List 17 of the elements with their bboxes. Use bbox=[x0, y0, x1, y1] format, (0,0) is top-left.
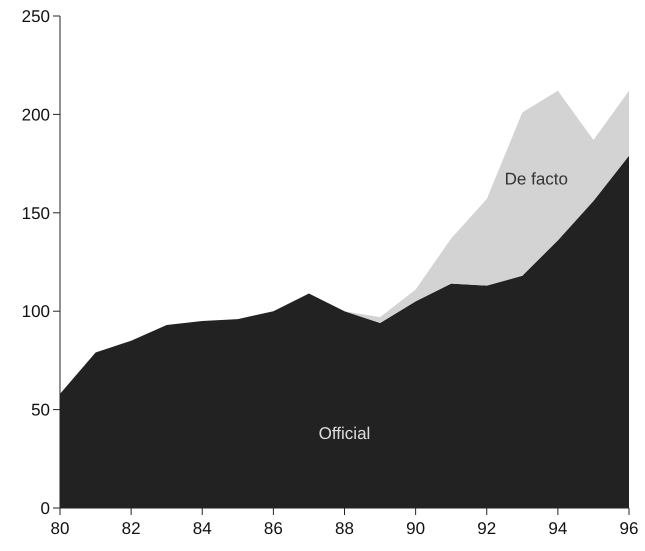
series-label: Official bbox=[318, 424, 370, 444]
x-tick-label: 86 bbox=[264, 519, 283, 538]
y-tick-label: 200 bbox=[22, 105, 50, 124]
x-tick-label: 94 bbox=[548, 519, 568, 538]
x-tick-label: 92 bbox=[477, 519, 496, 538]
y-tick-label: 150 bbox=[22, 204, 50, 223]
y-tick-label: 250 bbox=[22, 6, 50, 26]
y-tick-label: 0 bbox=[40, 498, 50, 518]
y-tick-label: 100 bbox=[22, 302, 50, 322]
y-tick-label: 50 bbox=[31, 400, 50, 420]
x-tick-label: 80 bbox=[50, 519, 70, 538]
x-tick-label: 88 bbox=[335, 519, 354, 538]
x-tick-label: 96 bbox=[620, 519, 638, 538]
series-label: De facto bbox=[504, 169, 568, 188]
x-tick-label: 90 bbox=[406, 519, 426, 538]
x-tick-label: 84 bbox=[192, 519, 212, 538]
x-tick-label: 82 bbox=[122, 519, 141, 538]
